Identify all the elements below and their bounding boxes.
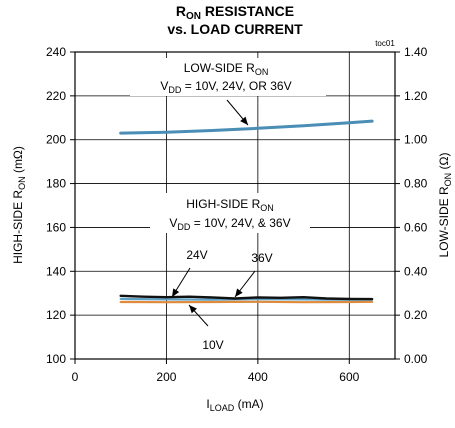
y-left-axis-label: HIGH-SIDE RON (mΩ) bbox=[11, 146, 27, 264]
y-left-tick-label: 240 bbox=[46, 45, 66, 59]
y-left-tick-label: 180 bbox=[46, 177, 66, 191]
y-left-tick-label: 220 bbox=[46, 89, 66, 103]
y-right-tick-label: 0.00 bbox=[404, 352, 428, 366]
label-24v: 24V bbox=[186, 248, 207, 262]
low-side-label-line1-part: LOW-SIDE R bbox=[184, 61, 255, 75]
x-tick-label: 600 bbox=[339, 370, 359, 384]
x-axis-label-part: (mA) bbox=[234, 397, 263, 411]
y-left-axis-label-part: ON bbox=[17, 176, 27, 190]
x-tick-label: 200 bbox=[156, 370, 176, 384]
x-tick-label: 400 bbox=[248, 370, 268, 384]
high-side-label-line1-part: HIGH-SIDE R bbox=[186, 197, 260, 211]
arrow-24v-head bbox=[172, 288, 179, 297]
low-side-label-line2-part: V bbox=[160, 79, 168, 93]
figure-tag: toc01 bbox=[375, 39, 395, 48]
chart-title-line1-part: R bbox=[176, 3, 186, 19]
y-left-tick-label: 140 bbox=[46, 264, 66, 278]
x-axis-label: ILOAD (mA) bbox=[206, 397, 263, 413]
y-right-tick-label: 0.40 bbox=[404, 264, 428, 278]
high-side-label-line2-part: DD bbox=[177, 222, 190, 232]
low-side-label-line1-part: ON bbox=[255, 67, 269, 77]
y-right-axis-label-part: LOW-SIDE R bbox=[437, 186, 451, 257]
y-right-tick-label: 1.20 bbox=[404, 89, 428, 103]
high-side-label-line2-part: V bbox=[169, 216, 177, 230]
y-right-tick-label: 1.00 bbox=[404, 133, 428, 147]
y-right-axis-label-part: ON bbox=[443, 173, 453, 187]
y-left-tick-label: 200 bbox=[46, 133, 66, 147]
chart-title-line1: RON RESISTANCE bbox=[176, 3, 294, 22]
y-right-tick-label: 1.40 bbox=[404, 45, 428, 59]
x-axis-label-part: LOAD bbox=[210, 403, 235, 413]
y-left-axis-label-part: (mΩ) bbox=[11, 146, 25, 176]
y-right-axis-label: LOW-SIDE RON (Ω) bbox=[437, 153, 453, 258]
low-side-label-line2-part: DD bbox=[168, 85, 181, 95]
y-right-tick-label: 0.80 bbox=[404, 177, 428, 191]
y-left-tick-label: 120 bbox=[46, 308, 66, 322]
chart-title-line2: vs. LOAD CURRENT bbox=[167, 21, 303, 37]
low-side-label-line2-part: = 10V, 24V, OR 36V bbox=[181, 79, 291, 93]
high-side-label-line1-part: ON bbox=[260, 203, 274, 213]
arrow-low-side-head bbox=[240, 117, 248, 125]
y-right-tick-label: 0.20 bbox=[404, 308, 428, 322]
y-right-tick-label: 0.60 bbox=[404, 220, 428, 234]
arrow-36v-head bbox=[235, 289, 243, 297]
y-left-tick-label: 160 bbox=[46, 220, 66, 234]
y-left-tick-label: 100 bbox=[46, 352, 66, 366]
y-left-axis-label-part: HIGH-SIDE R bbox=[11, 190, 25, 264]
label-36v: 36V bbox=[251, 251, 272, 265]
x-tick-label: 0 bbox=[72, 370, 79, 384]
y-right-axis-label-part: (Ω) bbox=[437, 153, 451, 173]
high-side-label-line2-part: = 10V, 24V, & 36V bbox=[190, 216, 290, 230]
chart-title-line1-part: RESISTANCE bbox=[201, 3, 294, 19]
label-10v: 10V bbox=[202, 338, 223, 352]
